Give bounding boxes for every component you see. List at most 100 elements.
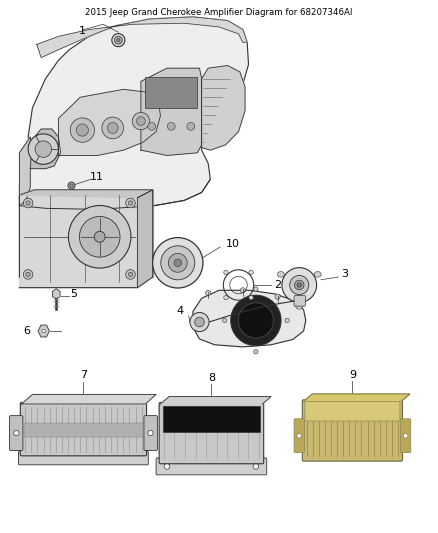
Ellipse shape (285, 318, 289, 322)
Ellipse shape (282, 268, 317, 302)
Ellipse shape (26, 272, 30, 277)
Ellipse shape (132, 112, 150, 130)
Text: 10: 10 (226, 239, 240, 249)
Polygon shape (160, 397, 271, 404)
Ellipse shape (253, 464, 259, 469)
FancyBboxPatch shape (294, 419, 304, 453)
Ellipse shape (23, 198, 33, 208)
Ellipse shape (28, 134, 59, 164)
Ellipse shape (70, 118, 95, 142)
Ellipse shape (148, 431, 153, 435)
Ellipse shape (290, 276, 309, 295)
Ellipse shape (294, 280, 304, 290)
FancyBboxPatch shape (20, 402, 147, 456)
Polygon shape (138, 190, 152, 288)
Polygon shape (19, 17, 248, 209)
Ellipse shape (137, 117, 145, 125)
Ellipse shape (249, 270, 253, 274)
FancyBboxPatch shape (400, 419, 411, 453)
FancyBboxPatch shape (294, 296, 305, 306)
FancyBboxPatch shape (159, 402, 264, 464)
Text: 2015 Jeep Grand Cherokee Amplifier Diagram for 68207346AI: 2015 Jeep Grand Cherokee Amplifier Diagr… (85, 9, 353, 18)
Text: 9: 9 (349, 370, 356, 380)
Polygon shape (19, 137, 32, 206)
Polygon shape (59, 90, 160, 156)
Ellipse shape (35, 141, 52, 157)
Text: 6: 6 (23, 326, 30, 336)
Polygon shape (30, 129, 60, 168)
Bar (162, 406, 260, 432)
Ellipse shape (240, 288, 245, 293)
Polygon shape (21, 394, 156, 404)
FancyBboxPatch shape (305, 401, 400, 421)
Ellipse shape (403, 433, 408, 438)
FancyBboxPatch shape (302, 400, 403, 461)
Ellipse shape (187, 123, 195, 130)
Text: 11: 11 (90, 172, 104, 182)
Ellipse shape (231, 295, 281, 345)
Text: 7: 7 (80, 370, 87, 380)
Ellipse shape (148, 123, 155, 130)
Polygon shape (193, 290, 306, 347)
Text: 5: 5 (70, 289, 77, 299)
Text: 3: 3 (341, 270, 348, 279)
Ellipse shape (277, 271, 284, 277)
Text: 2: 2 (274, 280, 281, 290)
Ellipse shape (114, 36, 122, 44)
Ellipse shape (23, 270, 33, 279)
Ellipse shape (167, 123, 175, 130)
Polygon shape (35, 190, 152, 277)
Ellipse shape (68, 206, 131, 268)
Text: 1: 1 (79, 26, 86, 36)
Ellipse shape (26, 201, 30, 205)
Polygon shape (37, 17, 247, 58)
Ellipse shape (117, 38, 120, 42)
Ellipse shape (254, 350, 258, 354)
FancyBboxPatch shape (10, 416, 23, 450)
FancyBboxPatch shape (156, 458, 267, 475)
Text: 8: 8 (208, 373, 215, 383)
Text: 4: 4 (177, 306, 184, 317)
Ellipse shape (296, 303, 303, 309)
Bar (24, 423, 143, 437)
FancyBboxPatch shape (18, 451, 148, 465)
Ellipse shape (205, 290, 211, 296)
Ellipse shape (164, 464, 170, 469)
Ellipse shape (174, 259, 182, 266)
Ellipse shape (42, 329, 46, 333)
Ellipse shape (70, 184, 73, 187)
Ellipse shape (128, 272, 133, 277)
Ellipse shape (79, 216, 120, 257)
Ellipse shape (249, 295, 253, 300)
Ellipse shape (275, 294, 280, 299)
Ellipse shape (126, 270, 135, 279)
Ellipse shape (224, 270, 228, 274)
Ellipse shape (297, 283, 301, 287)
Ellipse shape (190, 312, 209, 332)
Polygon shape (201, 66, 245, 150)
Ellipse shape (128, 201, 133, 205)
Ellipse shape (14, 431, 19, 435)
Bar (145, 77, 197, 108)
Polygon shape (141, 68, 201, 156)
Ellipse shape (126, 198, 135, 208)
Ellipse shape (314, 271, 321, 277)
Ellipse shape (112, 34, 125, 47)
Ellipse shape (102, 117, 124, 139)
Ellipse shape (223, 318, 227, 322)
Ellipse shape (297, 433, 302, 438)
Ellipse shape (68, 182, 75, 189)
Polygon shape (304, 394, 410, 401)
Ellipse shape (161, 246, 195, 280)
Polygon shape (19, 190, 152, 198)
Ellipse shape (224, 295, 228, 300)
Polygon shape (19, 190, 152, 288)
Ellipse shape (152, 238, 203, 288)
Ellipse shape (107, 123, 118, 133)
Ellipse shape (168, 253, 187, 272)
Ellipse shape (94, 231, 105, 242)
Ellipse shape (76, 124, 88, 136)
Ellipse shape (195, 317, 204, 327)
FancyBboxPatch shape (144, 416, 157, 450)
Ellipse shape (254, 287, 258, 292)
